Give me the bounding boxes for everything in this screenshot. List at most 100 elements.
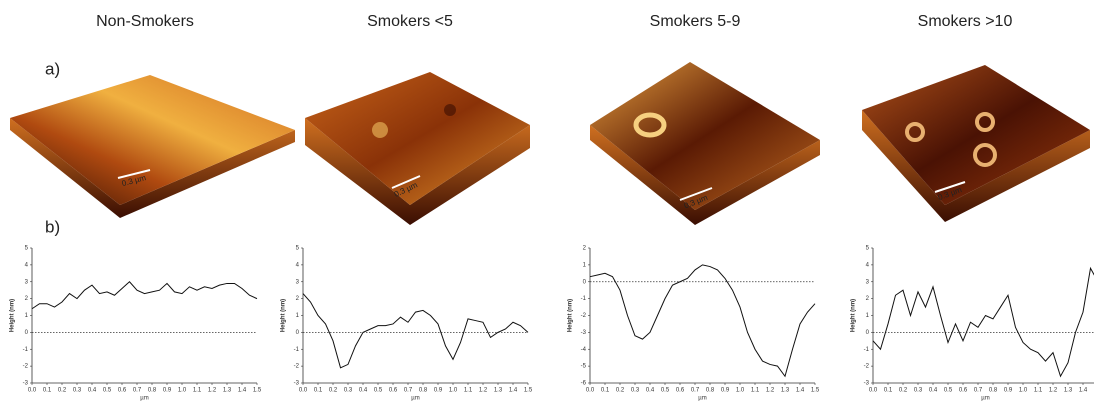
- x-tick-label: 0.9: [163, 388, 172, 394]
- profile-line: [872, 266, 1094, 378]
- x-tick-label: 1.5: [811, 388, 820, 394]
- x-axis-label: µm: [981, 396, 989, 401]
- x-tick-label: 1.3: [494, 388, 503, 394]
- x-tick-label: 1.0: [178, 388, 187, 394]
- x-tick-label: 1.0: [736, 388, 745, 394]
- x-tick-label: 0.5: [661, 388, 670, 394]
- x-tick-label: 1.5: [253, 388, 262, 394]
- y-tick-label: 0: [296, 330, 300, 336]
- x-tick-label: 0.8: [419, 388, 428, 394]
- x-tick-label: 0.1: [601, 388, 610, 394]
- y-tick-label: 1: [296, 313, 300, 319]
- x-axis-label: µm: [140, 396, 148, 401]
- x-tick-label: 0.8: [989, 388, 998, 394]
- panel-label: b): [45, 217, 60, 236]
- x-tick-label: 1.0: [449, 388, 458, 394]
- x-tick-label: 1.3: [223, 388, 232, 394]
- y-tick-label: 0: [583, 279, 587, 285]
- y-tick-label: 3: [25, 279, 29, 285]
- afm-image: 0.3 µm: [590, 62, 820, 225]
- y-tick-label: 3: [866, 279, 870, 285]
- x-tick-label: 0.8: [706, 388, 715, 394]
- x-tick-label: 0.1: [884, 388, 893, 394]
- x-tick-label: 0.1: [314, 388, 323, 394]
- y-tick-label: 5: [296, 246, 300, 252]
- y-axis-label: Height (nm): [10, 299, 16, 332]
- y-tick-label: -4: [581, 347, 587, 353]
- y-tick-label: 4: [296, 262, 300, 268]
- x-tick-label: 0.4: [929, 388, 938, 394]
- y-axis-label: Height (nm): [281, 299, 287, 332]
- y-tick-label: -6: [581, 381, 587, 387]
- x-tick-label: 0.6: [959, 388, 968, 394]
- y-tick-label: -1: [23, 347, 29, 353]
- y-tick-label: 1: [583, 262, 587, 268]
- x-tick-label: 1.3: [781, 388, 790, 394]
- x-tick-label: 1.4: [238, 388, 247, 394]
- profile-line: [589, 264, 816, 378]
- x-tick-label: 1.5: [524, 388, 533, 394]
- y-tick-label: -5: [581, 364, 587, 370]
- profile-line: [31, 281, 258, 310]
- y-tick-label: 0: [866, 330, 870, 336]
- x-tick-label: 0.9: [1004, 388, 1013, 394]
- x-tick-label: 1.2: [208, 388, 217, 394]
- x-tick-label: 0.6: [118, 388, 127, 394]
- chart-title: Smokers <5: [367, 13, 453, 30]
- x-tick-label: 0.0: [28, 388, 37, 394]
- x-tick-label: 1.1: [1034, 388, 1043, 394]
- x-tick-label: 0.2: [616, 388, 625, 394]
- y-tick-label: -2: [23, 364, 29, 370]
- x-axis-label: µm: [411, 396, 419, 401]
- x-tick-label: 0.6: [389, 388, 398, 394]
- afm-image: 0.3 µm: [305, 72, 530, 225]
- x-tick-label: 1.4: [796, 388, 805, 394]
- y-tick-label: 5: [866, 246, 870, 252]
- y-tick-label: 2: [296, 296, 300, 302]
- panel-label: a): [45, 59, 60, 78]
- x-tick-label: 1.2: [479, 388, 488, 394]
- y-tick-label: 4: [866, 262, 870, 268]
- x-tick-label: 0.1: [43, 388, 52, 394]
- afm-image: 0.3 µm: [10, 75, 295, 218]
- profile-line: [302, 293, 529, 369]
- x-tick-label: 0.0: [299, 388, 308, 394]
- x-tick-label: 0.7: [974, 388, 983, 394]
- x-tick-label: 0.0: [869, 388, 878, 394]
- y-tick-label: 2: [866, 296, 870, 302]
- x-tick-label: 1.4: [1079, 388, 1088, 394]
- y-tick-label: 3: [296, 279, 300, 285]
- x-tick-label: 1.0: [1019, 388, 1028, 394]
- chart-title: Smokers >10: [918, 13, 1013, 30]
- y-tick-label: 2: [25, 296, 29, 302]
- x-tick-label: 0.8: [148, 388, 157, 394]
- x-tick-label: 1.1: [193, 388, 202, 394]
- chart-title: Smokers 5-9: [650, 13, 741, 30]
- y-tick-label: -1: [581, 296, 587, 302]
- x-tick-label: 0.2: [899, 388, 908, 394]
- y-tick-label: -3: [294, 381, 300, 387]
- y-tick-label: -2: [864, 364, 870, 370]
- y-tick-label: -3: [581, 330, 587, 336]
- x-tick-label: 0.3: [344, 388, 353, 394]
- chart-title: Non-Smokers: [96, 13, 194, 30]
- y-tick-label: -3: [864, 381, 870, 387]
- x-tick-label: 0.9: [721, 388, 730, 394]
- x-tick-label: 1.3: [1064, 388, 1073, 394]
- x-tick-label: 1.4: [509, 388, 518, 394]
- y-tick-label: 2: [583, 246, 587, 252]
- x-tick-label: 0.5: [374, 388, 383, 394]
- y-tick-label: -2: [581, 313, 587, 319]
- x-tick-label: 1.2: [1049, 388, 1058, 394]
- x-tick-label: 0.4: [88, 388, 97, 394]
- y-tick-label: 4: [25, 262, 29, 268]
- y-tick-label: -3: [23, 381, 29, 387]
- x-tick-label: 0.2: [329, 388, 338, 394]
- y-axis-label: Height (nm): [851, 299, 857, 332]
- x-tick-label: 1.1: [464, 388, 473, 394]
- y-tick-label: -2: [294, 364, 300, 370]
- x-tick-label: 1.2: [766, 388, 775, 394]
- x-tick-label: 1.1: [751, 388, 760, 394]
- y-tick-label: -1: [864, 347, 870, 353]
